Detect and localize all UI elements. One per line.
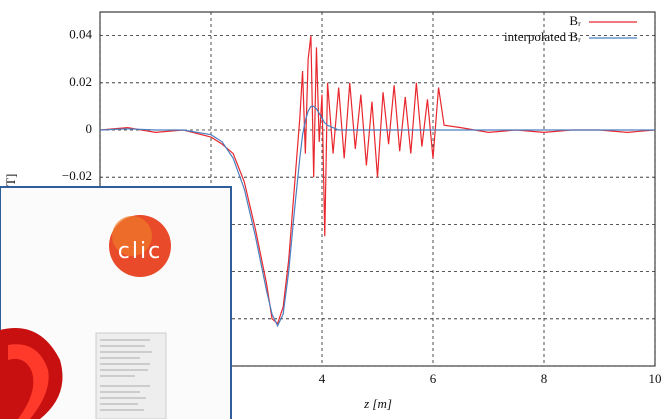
legend-label: Bᵣ: [569, 13, 581, 28]
x-tick-label: 6: [430, 371, 437, 386]
x-tick-label: 4: [319, 371, 326, 386]
logo-highlight: [112, 216, 152, 256]
red-shape-highlight: [8, 344, 49, 419]
x-axis-label: z [m]: [363, 396, 392, 411]
series-line: [99, 35, 656, 325]
x-tick-label: 8: [541, 371, 548, 386]
y-tick-label: 0.02: [69, 74, 92, 89]
legend-label: interpolated Bᵣ: [504, 29, 581, 44]
x-tick-label: 10: [649, 371, 662, 386]
logo-text: clic: [118, 239, 162, 264]
document-thumbnail: clic: [0, 186, 232, 419]
y-tick-label: −0.02: [62, 168, 92, 183]
y-tick-label: 0: [86, 121, 93, 136]
doc-lines: [100, 339, 152, 411]
y-tick-label: 0.04: [69, 27, 92, 42]
series-line: [99, 105, 655, 328]
